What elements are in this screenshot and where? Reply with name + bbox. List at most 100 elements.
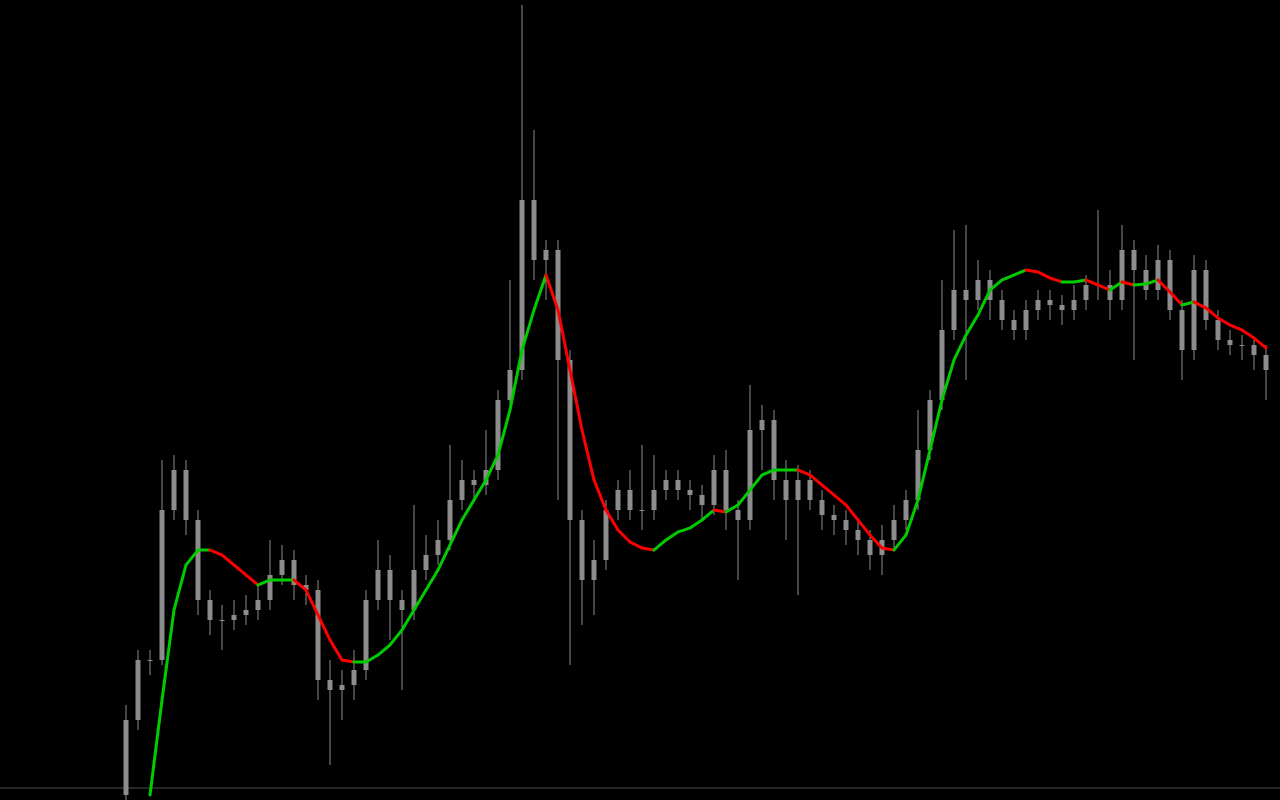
candle-body	[819, 500, 825, 515]
candle-body	[915, 450, 921, 500]
candle-body	[363, 600, 369, 670]
candle-body	[339, 685, 345, 690]
ma-segment	[580, 428, 596, 482]
candle-body	[855, 530, 861, 540]
candle-body	[711, 470, 717, 505]
ma-segment	[640, 546, 656, 552]
ma-segment	[256, 578, 272, 587]
ma-segment	[424, 568, 440, 592]
candle-body	[1143, 270, 1149, 290]
candle-body	[171, 470, 177, 510]
candle-body	[579, 520, 585, 580]
candle-body	[1107, 285, 1113, 300]
ma-segment	[208, 548, 224, 557]
candle-body	[183, 470, 189, 520]
ma-segment	[736, 488, 752, 507]
candle-body	[231, 615, 237, 620]
ma-segment	[1036, 270, 1052, 280]
ma-segment	[460, 498, 476, 522]
candle-body	[351, 670, 357, 685]
ma-segment	[388, 628, 404, 647]
candle-body	[387, 570, 393, 600]
candle-body	[159, 510, 165, 660]
ma-segment	[808, 473, 824, 487]
candle-body	[927, 400, 933, 450]
candle-body	[747, 430, 753, 520]
ma-segment	[820, 483, 836, 497]
candle-body	[891, 520, 897, 540]
ma-segment	[880, 546, 896, 552]
candle-body	[1251, 345, 1257, 355]
candle-body	[999, 300, 1005, 320]
candle-body	[435, 540, 441, 555]
candle-body	[627, 490, 633, 510]
candle-body	[327, 680, 333, 690]
candle-body	[279, 560, 285, 575]
ma-segment	[676, 526, 692, 534]
ma-segment	[568, 368, 584, 432]
candle-body	[135, 660, 141, 720]
candle-body	[423, 555, 429, 570]
ma-segment	[1048, 276, 1064, 284]
ma-segment	[328, 638, 344, 662]
candle-body	[519, 200, 525, 370]
ma-segment	[1132, 282, 1148, 287]
ma-segment	[1204, 306, 1220, 320]
candle-body	[603, 510, 609, 560]
ma-segment	[400, 608, 416, 632]
ma-segment	[592, 478, 608, 512]
candle-body	[447, 500, 453, 540]
candle-body	[1083, 285, 1089, 300]
ma-segment	[556, 308, 572, 372]
ma-segment	[1012, 268, 1028, 277]
candle-body	[1131, 250, 1137, 270]
ma-segment	[1072, 278, 1088, 284]
ma-segment	[1252, 336, 1268, 350]
candle-body	[1011, 320, 1017, 330]
ma-segment	[448, 518, 464, 547]
candle-body	[735, 510, 741, 520]
candle-body	[723, 470, 729, 510]
candle-body	[675, 480, 681, 490]
candle-body	[1119, 250, 1125, 300]
candle-body	[687, 490, 693, 495]
ma-segment	[748, 473, 764, 492]
ma-segment	[1240, 328, 1256, 340]
ma-segment	[928, 398, 944, 452]
candle-body	[939, 330, 945, 400]
ma-segment	[544, 273, 560, 312]
ma-segment	[964, 313, 980, 337]
candle-body	[867, 540, 873, 555]
ma-segment	[664, 530, 680, 542]
candle-body	[615, 490, 621, 510]
ma-segment	[904, 498, 920, 537]
candle-body	[495, 400, 501, 470]
candle-body	[795, 480, 801, 500]
candle-body	[903, 500, 909, 520]
ma-segment	[172, 563, 188, 612]
candle-body	[255, 600, 261, 610]
ma-segment	[436, 543, 452, 572]
candle-body	[567, 360, 573, 520]
ma-segment	[484, 453, 500, 482]
candle-body	[951, 290, 957, 330]
candle-body	[1191, 270, 1197, 350]
ma-segment	[940, 358, 956, 402]
ma-segment	[1180, 300, 1196, 307]
ma-segment	[472, 478, 488, 502]
candle-body	[759, 420, 765, 430]
ma-segment	[796, 468, 812, 477]
ma-segment	[1228, 323, 1244, 332]
ma-segment	[856, 518, 872, 537]
ma-segment	[712, 508, 728, 514]
candle-body	[639, 510, 645, 511]
candle-body	[531, 200, 537, 260]
ma-segment	[760, 468, 776, 477]
ma-segment	[1120, 280, 1136, 287]
candle-body	[783, 480, 789, 500]
candle-body	[543, 250, 549, 260]
ma-segment	[844, 503, 860, 522]
candle-body	[1239, 345, 1245, 346]
candle-body	[459, 480, 465, 500]
ma-segment	[532, 273, 548, 312]
